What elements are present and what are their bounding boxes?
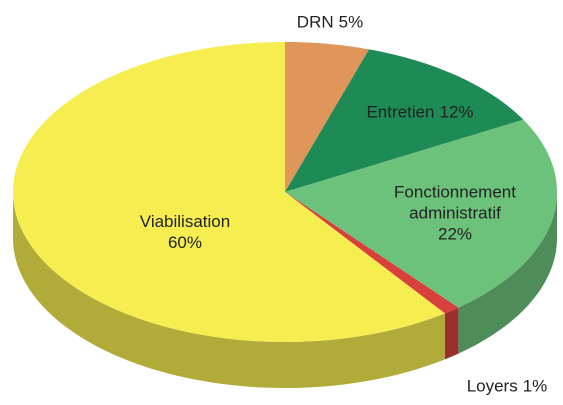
slice-label: Viabilisation 60%: [140, 211, 230, 253]
slice: [13, 42, 445, 342]
slice-name: Fonctionnement administratif: [394, 182, 516, 223]
slice-value: 1%: [522, 376, 548, 396]
slice-name: Entretien: [366, 102, 435, 122]
slice: [285, 49, 524, 192]
slice-name: Loyers: [466, 376, 518, 396]
slice-value: 60%: [167, 233, 203, 252]
slice-name: Viabilisation: [139, 212, 231, 231]
slice-label: Loyers 1%: [467, 376, 548, 397]
slice-name: DRN: [296, 12, 334, 32]
slice: [285, 42, 370, 192]
slice-side: [458, 192, 557, 354]
slice: [285, 192, 459, 314]
slice-label: Fonctionnement administratif 22%: [370, 182, 540, 245]
slice-value: 22%: [437, 224, 473, 244]
slice-side: [444, 307, 459, 360]
slice-label: Entretien 12%: [366, 102, 473, 123]
slice-value: 5%: [338, 12, 364, 32]
slice-value: 12%: [439, 102, 474, 122]
slice-side: [13, 192, 445, 388]
slice-label: DRN 5%: [297, 12, 363, 33]
slice: [285, 119, 557, 308]
